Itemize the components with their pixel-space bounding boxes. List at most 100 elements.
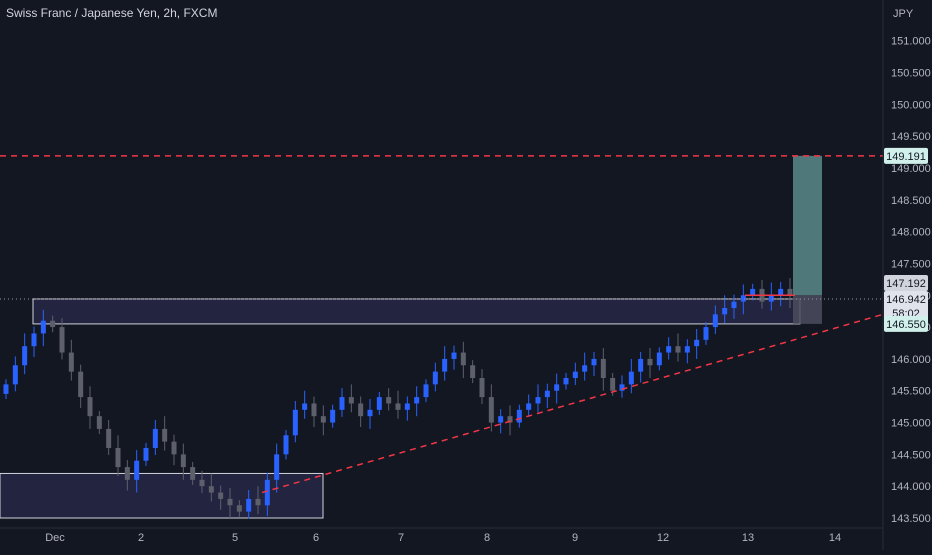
candle-body xyxy=(199,479,205,487)
candle-body xyxy=(731,301,737,308)
candle-body xyxy=(190,467,196,480)
candle-body xyxy=(78,371,84,398)
candle-body xyxy=(40,320,46,334)
candle-body xyxy=(600,358,606,378)
candle-body xyxy=(768,295,774,302)
candle-body xyxy=(50,320,56,328)
candle-body xyxy=(227,498,233,506)
candle-body xyxy=(516,409,522,423)
target-box xyxy=(793,155,822,296)
candle-body xyxy=(274,454,280,480)
candle-body xyxy=(376,397,382,410)
time-tick-label: 7 xyxy=(398,532,404,544)
time-tick-label: 9 xyxy=(572,532,578,544)
time-tick-label: 13 xyxy=(742,532,754,544)
candle-body xyxy=(395,403,401,410)
time-tick-label: 2 xyxy=(138,532,144,544)
stop-box xyxy=(793,295,822,324)
candle-body xyxy=(143,448,149,461)
candle-body xyxy=(302,403,308,410)
candle-body xyxy=(572,371,578,378)
symbol-title[interactable]: Swiss Franc / Japanese Yen, 2h, FXCM xyxy=(6,6,217,20)
candle-body xyxy=(134,460,140,480)
candle-body xyxy=(684,346,690,353)
candle-body xyxy=(414,397,420,404)
candle-body xyxy=(283,435,289,455)
candle-body xyxy=(694,339,700,347)
price-tick-label: 144.000 xyxy=(891,481,931,493)
candle-body xyxy=(22,346,28,366)
position-layer xyxy=(793,155,822,324)
price-tick-label: 149.000 xyxy=(891,163,931,175)
currency-label: JPY xyxy=(893,8,914,20)
price-tick-label: 148.500 xyxy=(891,195,931,207)
candle-body xyxy=(712,314,718,328)
price-tick-label: 146.000 xyxy=(891,354,931,366)
candle-body xyxy=(367,409,373,417)
candle-body xyxy=(479,378,485,398)
candle-body xyxy=(544,390,550,398)
price-tick-label: 149.500 xyxy=(891,131,931,143)
current-price-tag-bg xyxy=(884,290,928,307)
candle-body xyxy=(591,358,597,366)
candle-body xyxy=(12,365,18,385)
candle-body xyxy=(656,352,662,366)
candle-body xyxy=(311,403,317,417)
time-tick-label: 8 xyxy=(484,532,490,544)
high-price-tag-bg xyxy=(884,275,928,292)
candle-body xyxy=(124,467,130,480)
entry-price-tag-bg xyxy=(884,315,928,332)
candle-body xyxy=(152,428,158,448)
candle-body xyxy=(498,416,504,423)
candle-body xyxy=(638,358,644,372)
price-tick-label: 150.500 xyxy=(891,68,931,80)
candle-body xyxy=(722,308,728,315)
candle-body xyxy=(339,397,345,410)
target-price-tag-bg xyxy=(884,147,928,164)
price-tick-label: 143.500 xyxy=(891,513,931,525)
time-tick-label: 14 xyxy=(829,532,841,544)
candle-body xyxy=(750,288,756,296)
target-price-tag: 149.191 xyxy=(886,151,926,163)
candle-body xyxy=(255,498,261,506)
candle-body xyxy=(535,397,541,404)
time-tick-label: 6 xyxy=(313,532,319,544)
candle-body xyxy=(320,416,326,423)
candle-body xyxy=(59,327,65,353)
candle-body xyxy=(115,448,121,468)
entry-price-tag: 146.550 xyxy=(886,319,926,331)
candle-body xyxy=(610,378,616,391)
price-tick-label: 144.500 xyxy=(891,449,931,461)
candle-body xyxy=(666,346,672,353)
high-price-tag: 147.192 xyxy=(886,278,926,290)
candle-body xyxy=(68,352,74,372)
candle-body xyxy=(236,505,242,512)
time-tick-label: 5 xyxy=(232,532,238,544)
candle-body xyxy=(526,403,532,410)
candle-body xyxy=(292,409,298,436)
candle-body xyxy=(740,295,746,302)
candle-body xyxy=(582,365,588,372)
candle-body xyxy=(442,358,448,372)
candle-body xyxy=(386,397,392,404)
time-tick-label: 12 xyxy=(657,532,669,544)
candle-body xyxy=(778,288,784,296)
candle-body xyxy=(470,365,476,378)
candle-body xyxy=(507,416,513,423)
candle-body xyxy=(404,403,410,410)
time-axis[interactable]: Dec 2 5 6 7 8 9 12 13 14 xyxy=(45,532,841,544)
candle-body xyxy=(432,371,438,385)
trend-line xyxy=(261,313,884,494)
candle-body xyxy=(246,498,252,512)
supply-demand-zone xyxy=(32,298,801,325)
candle-body xyxy=(554,384,560,391)
candle-body xyxy=(171,441,177,455)
price-tick-label: 150.000 xyxy=(891,99,931,111)
current-price-tag: 146.942 xyxy=(886,294,926,306)
candle-body xyxy=(218,492,224,499)
candle-body xyxy=(264,479,270,506)
